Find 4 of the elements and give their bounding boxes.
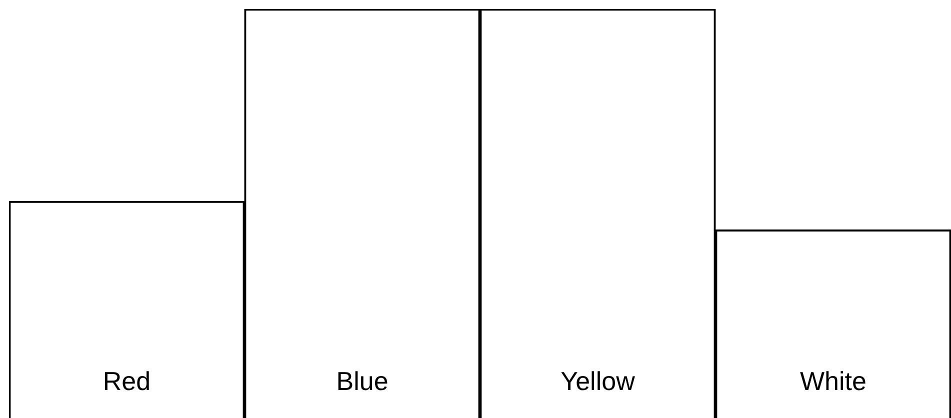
x-tick-label: Yellow <box>560 366 636 396</box>
x-tick-label: Blue <box>336 366 388 396</box>
x-tick-label: Red <box>102 366 151 396</box>
x-tick-label: White <box>800 366 866 396</box>
